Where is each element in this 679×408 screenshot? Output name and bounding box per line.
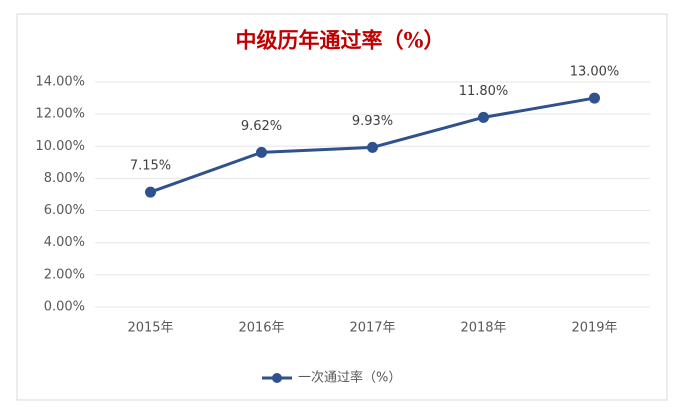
- data-label: 9.93%: [352, 114, 393, 129]
- x-tick-label: 2015年: [127, 321, 173, 336]
- y-tick-label: 14.00%: [35, 75, 85, 90]
- chart-frame: [16, 13, 668, 401]
- point: [478, 111, 489, 123]
- legend-label: 一次通过率（%）: [298, 370, 401, 386]
- chart-title: 中级历年通过率（%）: [236, 28, 445, 53]
- y-tick-label: 12.00%: [35, 107, 85, 122]
- x-tick-label: 2018年: [460, 321, 506, 336]
- point: [589, 92, 600, 104]
- data-label: 11.80%: [459, 84, 509, 99]
- y-tick-label: 4.00%: [44, 235, 85, 250]
- data-label: 13.00%: [570, 65, 620, 80]
- data-label: 7.15%: [130, 159, 171, 174]
- y-tick-label: 8.00%: [44, 171, 85, 186]
- x-tick-label: 2019年: [571, 321, 617, 336]
- data-label: 9.62%: [241, 119, 282, 134]
- y-tick-label: 0.00%: [44, 300, 85, 315]
- x-tick-label: 2016年: [238, 321, 284, 336]
- legend-marker: [272, 373, 282, 383]
- y-tick-label: 6.00%: [44, 203, 85, 218]
- x-tick-label: 2017年: [349, 321, 395, 336]
- point: [145, 186, 156, 198]
- point: [367, 141, 378, 153]
- y-tick-label: 2.00%: [44, 267, 85, 282]
- y-tick-label: 10.00%: [35, 139, 85, 154]
- point: [256, 146, 267, 158]
